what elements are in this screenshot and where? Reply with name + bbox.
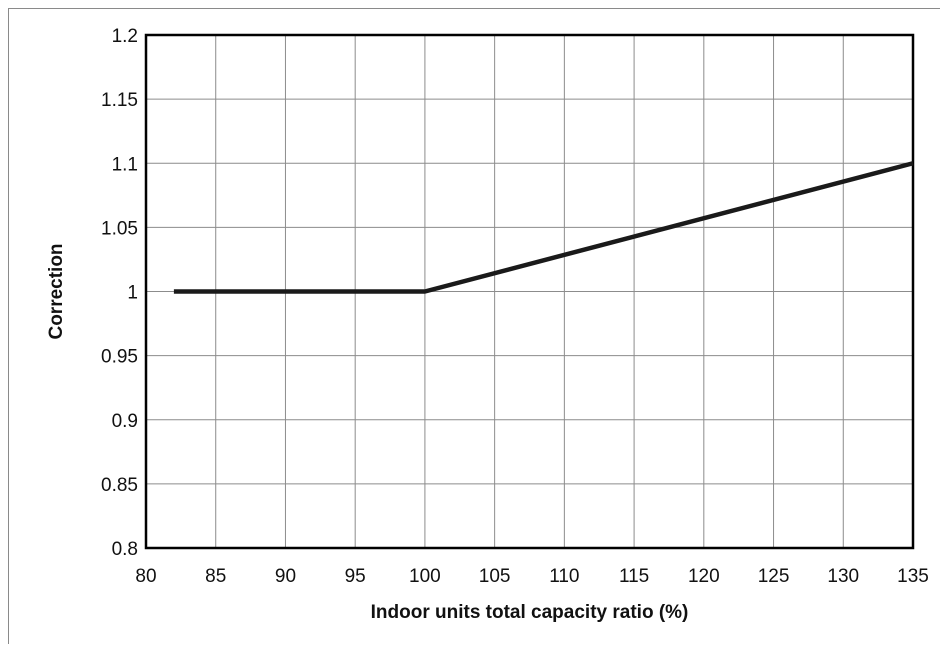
x-tick-label: 130 (827, 566, 859, 587)
chart-frame (8, 8, 940, 644)
series-line (173, 161, 914, 294)
y-tick-label: 0.95 (101, 347, 138, 368)
y-tick-label: 0.85 (101, 475, 138, 496)
y-tick-label: 1.2 (112, 26, 138, 47)
y-tick-label: 1 (127, 283, 138, 304)
x-tick-label: 95 (345, 566, 366, 587)
x-tick-label: 80 (135, 566, 156, 587)
y-tick-label: 0.9 (112, 411, 138, 432)
x-tick-label: 125 (758, 566, 790, 587)
x-tick-label: 100 (409, 566, 441, 587)
x-tick-label: 85 (205, 566, 226, 587)
x-tick-labels: 80 85 90 95 100 105 110 115 120 125 130 135 (135, 566, 928, 587)
y-axis-title: Correction (46, 243, 67, 339)
x-tick-label: 105 (479, 566, 511, 587)
plot-area-border (144, 33, 915, 550)
y-tick-label: 1.05 (101, 218, 138, 239)
x-tick-label: 120 (688, 566, 720, 587)
y-tick-labels: 0.8 0.85 0.9 0.95 1 1.05 1.1 1.15 1.2 (101, 26, 138, 560)
x-tick-label: 110 (549, 566, 579, 587)
x-tick-label: 90 (275, 566, 296, 587)
y-tick-label: 1.15 (101, 90, 138, 111)
series-layer (173, 161, 914, 294)
x-tick-label: 115 (619, 566, 649, 587)
x-tick-label: 135 (897, 566, 929, 587)
y-tick-label: 1.1 (112, 154, 138, 175)
x-axis-title: Indoor units total capacity ratio (%) (371, 602, 689, 623)
y-tick-label: 0.8 (112, 539, 138, 560)
